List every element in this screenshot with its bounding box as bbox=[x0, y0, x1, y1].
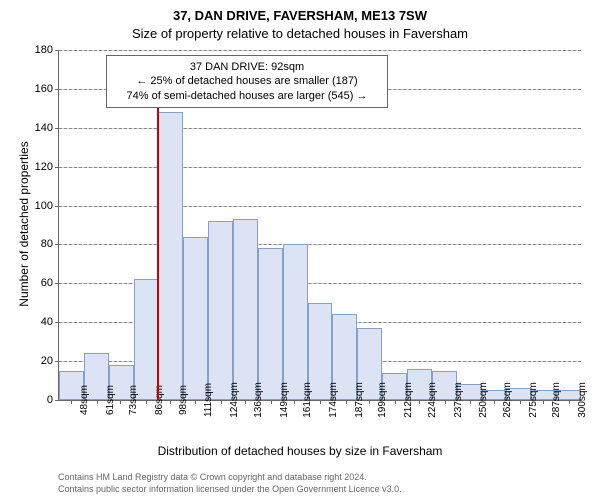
x-tick-label: 174sqm bbox=[324, 382, 339, 418]
histogram-bar bbox=[258, 248, 283, 400]
x-tick-label: 237sqm bbox=[449, 382, 464, 418]
y-tick-label: 120 bbox=[35, 161, 59, 173]
y-tick-label: 160 bbox=[35, 83, 59, 95]
x-tick-label: 61sqm bbox=[101, 385, 116, 415]
caption-line-2: Contains public sector information licen… bbox=[58, 484, 402, 496]
x-tick-label: 224sqm bbox=[423, 382, 438, 418]
y-tick-label: 0 bbox=[47, 394, 59, 406]
y-tick-label: 40 bbox=[41, 316, 59, 328]
y-tick-label: 80 bbox=[41, 238, 59, 250]
histogram-bar bbox=[208, 221, 233, 400]
copyright-caption: Contains HM Land Registry data © Crown c… bbox=[58, 472, 402, 495]
x-tick-label: 136sqm bbox=[249, 382, 264, 418]
x-tick-label: 111sqm bbox=[199, 383, 214, 417]
histogram-bar bbox=[283, 244, 308, 400]
annotation-line-2: ← 25% of detached houses are smaller (18… bbox=[113, 74, 381, 88]
histogram-bar bbox=[134, 279, 159, 400]
x-tick-label: 287sqm bbox=[547, 382, 562, 418]
y-axis-label: Number of detached properties bbox=[17, 124, 31, 324]
chart-subtitle: Size of property relative to detached ho… bbox=[0, 26, 600, 41]
x-tick-label: 262sqm bbox=[498, 382, 513, 418]
histogram-bar bbox=[233, 219, 258, 400]
chart-title-address: 37, DAN DRIVE, FAVERSHAM, ME13 7SW bbox=[0, 8, 600, 23]
x-tick-label: 48sqm bbox=[75, 385, 90, 415]
y-tick-label: 60 bbox=[41, 277, 59, 289]
histogram-bar bbox=[183, 237, 208, 400]
x-tick-label: 275sqm bbox=[524, 382, 539, 418]
histogram-chart: 37, DAN DRIVE, FAVERSHAM, ME13 7SW Size … bbox=[0, 0, 600, 500]
annotation-box: 37 DAN DRIVE: 92sqm ← 25% of detached ho… bbox=[106, 55, 388, 108]
histogram-bar bbox=[158, 112, 183, 400]
caption-line-1: Contains HM Land Registry data © Crown c… bbox=[58, 472, 402, 484]
x-tick-label: 149sqm bbox=[275, 382, 290, 418]
x-tick-label: 250sqm bbox=[474, 382, 489, 418]
y-tick-label: 180 bbox=[35, 44, 59, 56]
x-tick-label: 300sqm bbox=[573, 382, 588, 418]
x-tick-label: 161sqm bbox=[298, 382, 313, 418]
y-tick-label: 100 bbox=[35, 200, 59, 212]
x-tick-label: 124sqm bbox=[225, 382, 240, 418]
x-tick-label: 98sqm bbox=[174, 385, 189, 415]
x-tick-label: 73sqm bbox=[124, 385, 139, 415]
x-tick-label: 187sqm bbox=[350, 382, 365, 418]
x-axis-label: Distribution of detached houses by size … bbox=[0, 444, 600, 458]
y-tick-label: 20 bbox=[41, 355, 59, 367]
reference-line bbox=[157, 85, 159, 400]
x-tick-label: 199sqm bbox=[373, 382, 388, 418]
y-tick-label: 140 bbox=[35, 122, 59, 134]
x-tick-label: 212sqm bbox=[399, 382, 414, 418]
annotation-line-1: 37 DAN DRIVE: 92sqm bbox=[113, 60, 381, 74]
annotation-line-3: 74% of semi-detached houses are larger (… bbox=[113, 89, 381, 103]
